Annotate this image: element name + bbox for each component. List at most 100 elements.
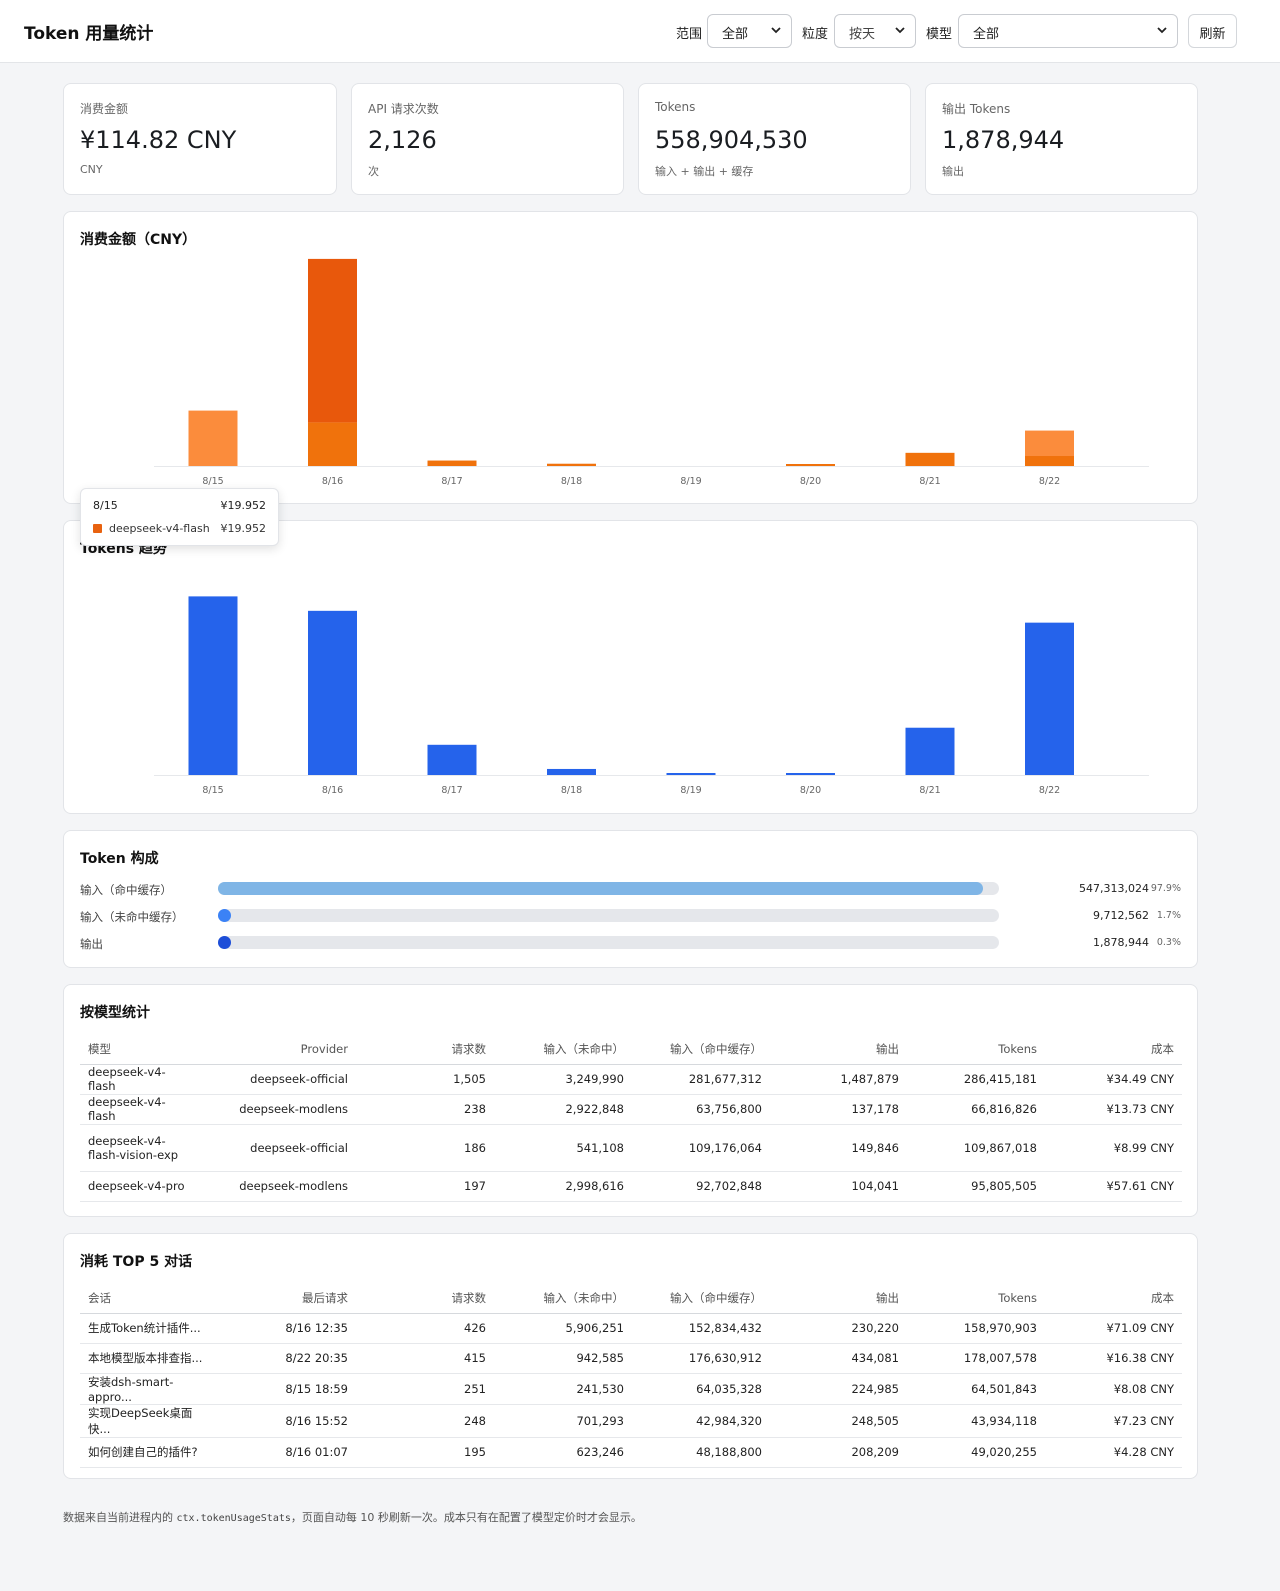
x-tick-label: 8/19 — [680, 785, 701, 796]
bar-8-20[interactable] — [786, 773, 835, 775]
table-cell: 434,081 — [770, 1343, 907, 1374]
table-cell: ¥8.99 CNY — [1045, 1124, 1182, 1172]
table-cell: deepseek-modlens — [198, 1094, 356, 1125]
refresh-button[interactable]: 刷新 — [1188, 14, 1237, 48]
composition-label: 输出 — [80, 937, 103, 951]
table-cell: deepseek-v4-flash — [80, 1064, 198, 1095]
column-header: 请求数 — [356, 1283, 494, 1314]
model-select[interactable]: 全部 — [958, 14, 1178, 48]
table-cell: 281,677,312 — [632, 1064, 770, 1095]
table-cell: deepseek-official — [198, 1064, 356, 1095]
range-label: 范围 — [676, 27, 703, 42]
bar-8-22[interactable] — [1025, 622, 1074, 775]
column-header: 模型 — [80, 1034, 198, 1065]
model-label: 模型 — [926, 27, 953, 42]
granularity-select[interactable]: 按天 — [834, 14, 916, 48]
table-cell: 701,293 — [494, 1404, 632, 1438]
tokens-chart-card: Tokens 趋势 8/15 8/16 8/17 8/18 8/19 8/20 8/21 8/… — [63, 520, 1198, 814]
bar-8-21[interactable] — [905, 452, 955, 466]
column-header: 请求数 — [356, 1034, 494, 1065]
table-cell: 426 — [356, 1313, 494, 1344]
table-cell: 2,998,616 — [494, 1171, 632, 1202]
granularity-select-value: 按天 — [849, 27, 876, 42]
tokens-bar-chart: 8/15 8/16 8/17 8/18 8/19 8/20 8/21 8/22 — [154, 596, 1149, 796]
composition-fill-output — [218, 936, 231, 949]
column-header: 输入（未命中） — [494, 1283, 632, 1314]
composition-track — [218, 909, 999, 922]
stat-card-output-tokens: 输出 Tokens 1,878,944 输出 — [925, 83, 1198, 195]
stat-sub: 输出 — [942, 165, 964, 178]
composition-value: 547,313,024 — [1079, 882, 1149, 895]
table-cell: 541,108 — [494, 1124, 632, 1172]
table-cell: deepseek-modlens — [198, 1171, 356, 1202]
table-row[interactable]: 实现DeepSeek桌面快... 8/16 15:52 248 701,293 … — [80, 1404, 1182, 1438]
composition-pct: 1.7% — [1156, 910, 1181, 921]
table-cell: ¥7.23 CNY — [1045, 1404, 1182, 1438]
column-header: 成本 — [1045, 1034, 1182, 1065]
table-cell: 152,834,432 — [632, 1313, 770, 1344]
x-tick-label: 8/21 — [919, 785, 940, 796]
bar-8-18[interactable] — [547, 463, 596, 466]
table-row[interactable]: 生成Token统计插件... 8/16 12:35 426 5,906,251 … — [80, 1313, 1182, 1344]
stat-value: 1,878,944 — [942, 126, 1065, 154]
top-conversations-card: 消耗 TOP 5 对话 会话 最后请求 请求数 输入（未命中） 输入（命中缓存）… — [63, 1233, 1198, 1479]
table-row: deepseek-v4-flash deepseek-official 1,50… — [80, 1064, 1182, 1095]
bar-8-16[interactable] — [308, 258, 357, 423]
x-tick-label: 8/18 — [561, 785, 582, 796]
table-cell: 178,007,578 — [907, 1343, 1045, 1374]
range-select[interactable]: 全部 — [707, 14, 792, 48]
table-row: deepseek-v4-flash-vision-exp deepseek-of… — [80, 1124, 1182, 1172]
table-cell: 942,585 — [494, 1343, 632, 1374]
bar-8-15[interactable] — [188, 596, 238, 775]
stat-card-requests: API 请求次数 2,126 次 — [351, 83, 624, 195]
bar-8-17[interactable] — [427, 744, 477, 775]
bar-8-21[interactable] — [905, 727, 955, 775]
bar-8-20[interactable] — [786, 464, 835, 466]
table-cell: deepseek-v4-flash-vision-exp — [80, 1124, 198, 1172]
table-cell: 109,867,018 — [907, 1124, 1045, 1172]
table-cell: 208,209 — [770, 1437, 907, 1468]
table-cell: 64,501,843 — [907, 1373, 1045, 1405]
footer-code: ctx.tokenUsageStats — [176, 1513, 291, 1524]
table-cell: 安装dsh-smart-appro... — [80, 1373, 218, 1405]
bar-8-22[interactable] — [1025, 430, 1074, 457]
table-cell: 176,630,912 — [632, 1343, 770, 1374]
composition-label: 输入（未命中缓存） — [80, 910, 184, 924]
table-cell: 186 — [356, 1124, 494, 1172]
table-row[interactable]: 本地模型版本排查指... 8/22 20:35 415 942,585 176,… — [80, 1343, 1182, 1374]
table-cell: 286,415,181 — [907, 1064, 1045, 1095]
stat-card-tokens: Tokens 558,904,530 输入 + 输出 + 缓存 — [638, 83, 911, 195]
table-cell: ¥4.28 CNY — [1045, 1437, 1182, 1468]
table-cell: 3,249,990 — [494, 1064, 632, 1095]
composition-value: 1,878,944 — [1093, 936, 1149, 949]
table-row[interactable]: 如何创建自己的插件? 8/16 01:07 195 623,246 48,188… — [80, 1437, 1182, 1468]
table-cell: 137,178 — [770, 1094, 907, 1125]
bar-8-17[interactable] — [427, 460, 477, 466]
composition-pct: 0.3% — [1156, 937, 1181, 948]
composition-card: Token 构成 输入（命中缓存） 547,313,024 97.9% 输入（未… — [63, 830, 1198, 968]
composition-label: 输入（命中缓存） — [80, 883, 172, 897]
table-cell: ¥13.73 CNY — [1045, 1094, 1182, 1125]
table-cell: 251 — [356, 1373, 494, 1405]
x-tick-label: 8/20 — [800, 476, 821, 487]
stat-label: 输出 Tokens — [942, 102, 1011, 116]
table-cell: 238 — [356, 1094, 494, 1125]
top-conversations-table: 会话 最后请求 请求数 输入（未命中） 输入（命中缓存） 输出 Tokens 成… — [80, 1283, 1182, 1468]
table-cell: 如何创建自己的插件? — [80, 1437, 218, 1468]
x-tick-label: 8/19 — [680, 476, 701, 487]
x-tick-label: 8/18 — [561, 476, 582, 487]
bar-8-16[interactable] — [308, 610, 357, 775]
bar-8-16[interactable] — [308, 422, 357, 466]
chevron-down-icon — [895, 27, 905, 34]
column-header: Provider — [198, 1034, 356, 1065]
table-cell: 109,176,064 — [632, 1124, 770, 1172]
column-header: 会话 — [80, 1283, 218, 1314]
stat-card-cost: 消费金额 ¥114.82 CNY CNY — [63, 83, 337, 195]
bar-8-22[interactable] — [1025, 456, 1074, 466]
x-tick-label: 8/21 — [919, 476, 940, 487]
bar-8-18[interactable] — [547, 768, 596, 775]
table-row[interactable]: 安装dsh-smart-appro... 8/15 18:59 251 241,… — [80, 1373, 1182, 1405]
table-cell: 8/16 01:07 — [218, 1437, 356, 1468]
bar-8-15[interactable] — [188, 410, 238, 466]
bar-8-19[interactable] — [666, 773, 716, 775]
